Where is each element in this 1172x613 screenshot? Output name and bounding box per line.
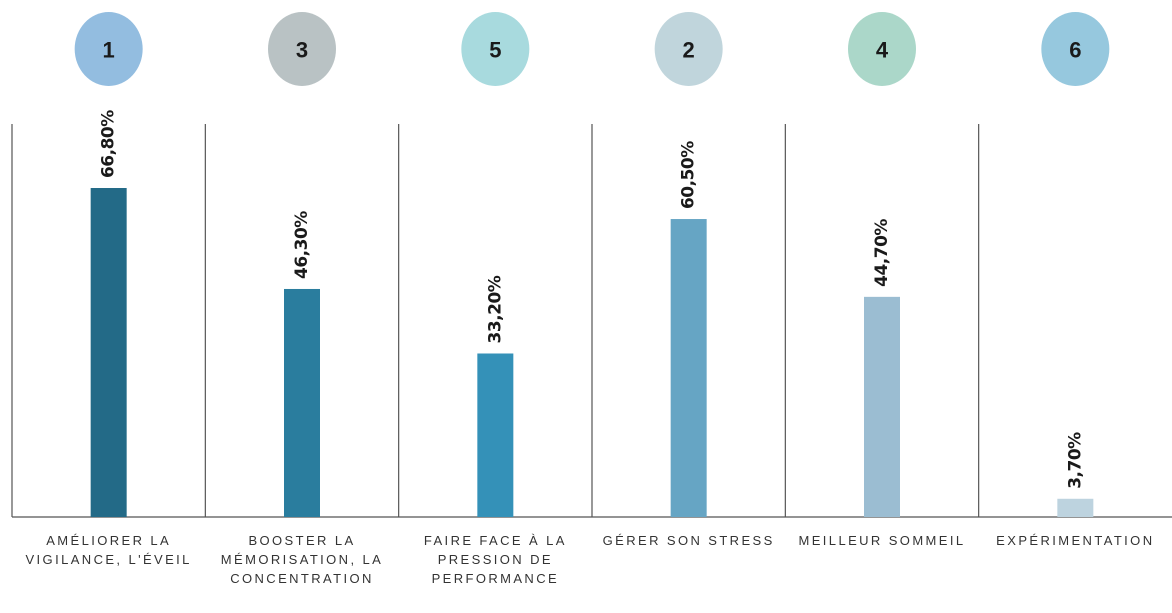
rank-badge [268, 12, 336, 86]
bar [284, 288, 320, 517]
value-label: 3,70% [1065, 432, 1085, 489]
rank-number: 1 [103, 38, 115, 63]
value-label: 46,30% [292, 211, 312, 279]
bar [1057, 498, 1094, 517]
category-label: GÉRER SON STRESS [602, 533, 775, 548]
rank-number: 6 [1069, 38, 1081, 63]
rank-number: 5 [489, 38, 501, 63]
category-label: BOOSTER LA MÉMORISATION, LA CONCENTRATIO… [220, 533, 384, 586]
bar [864, 296, 900, 517]
bar [477, 353, 514, 517]
value-label: 44,70% [872, 219, 892, 287]
rank-badge [461, 12, 530, 86]
rank-number: 4 [876, 38, 889, 63]
rank-number: 3 [296, 38, 308, 63]
category-label: FAIRE FACE À LA PRESSION DE PERFORMANCE [423, 533, 567, 586]
category-label: EXPÉRIMENTATION [996, 533, 1155, 548]
rank-badge [848, 12, 916, 86]
rank-badge [74, 12, 143, 86]
rank-number: 2 [683, 38, 695, 63]
category-label: AMÉLIORER LA VIGILANCE, L'ÉVEIL [25, 533, 192, 567]
rank-badge [654, 12, 723, 86]
value-label: 60,50% [679, 141, 699, 209]
bar [90, 188, 127, 517]
value-label: 66,80% [99, 110, 119, 178]
bar [670, 219, 707, 517]
value-label: 33,20% [485, 275, 505, 343]
category-label: MEILLEUR SOMMEIL [798, 533, 966, 548]
rank-badge [1041, 12, 1110, 86]
